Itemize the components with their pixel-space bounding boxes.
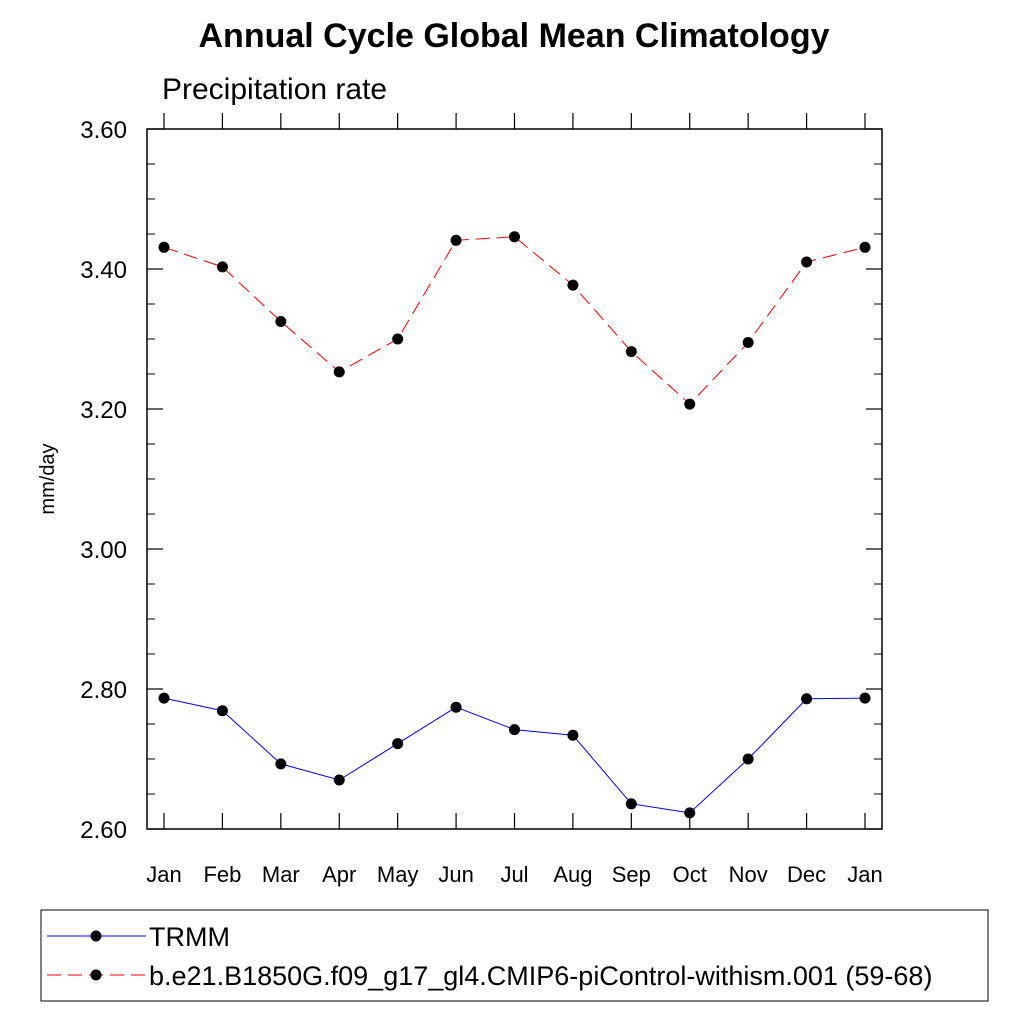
chart-subtitle: Precipitation rate [162, 73, 387, 106]
x-tick-label: Sep [612, 862, 651, 887]
x-tick-label: Aug [553, 862, 592, 887]
series-0-point [450, 701, 462, 713]
y-tick-label: 3.40 [80, 257, 127, 284]
x-tick-label: Feb [203, 862, 241, 887]
x-tick-label: Jul [500, 862, 528, 887]
y-axis-tick-labels: 2.60 2.80 3.00 3.20 3.40 3.60 [80, 117, 127, 844]
legend-item-model: b.e21.B1850G.f09_g17_gl4.CMIP6-piControl… [47, 961, 932, 991]
series-line-0 [163, 697, 866, 814]
series-0-point [625, 798, 637, 810]
series-1-point [450, 234, 462, 246]
series-0-point [509, 724, 520, 736]
y-tick-label: 3.00 [80, 537, 127, 564]
x-axis-ticks [163, 113, 866, 829]
legend-marker-model [90, 969, 102, 981]
legend-label-model: b.e21.B1850G.f09_g17_gl4.CMIP6-piControl… [149, 961, 932, 991]
series-1-point [158, 241, 170, 253]
x-tick-label: Jun [438, 862, 473, 887]
series-0-point [392, 738, 404, 750]
series-1-point [509, 231, 520, 243]
y-tick-label: 2.80 [80, 677, 127, 704]
series-1-point [216, 261, 228, 273]
x-tick-label: Mar [262, 862, 300, 887]
series-1-point [742, 337, 754, 348]
series-0-point [801, 693, 813, 705]
series-0-point [158, 692, 170, 704]
series-0-point [275, 758, 287, 770]
series-group [158, 231, 871, 819]
legend-item-trmm: TRMM [47, 922, 230, 952]
series-line-1 [163, 236, 866, 405]
y-tick-label: 3.20 [80, 397, 127, 424]
chart-title: Annual Cycle Global Mean Climatology [199, 17, 830, 55]
y-axis-ticks [147, 128, 882, 830]
series-1-point [392, 333, 404, 345]
series-1-point [625, 346, 637, 358]
series-1-point [567, 279, 579, 291]
x-tick-label: Jan [146, 862, 181, 887]
series-1-point [333, 366, 345, 378]
series-0-point [684, 807, 696, 819]
legend-label-trmm: TRMM [149, 922, 230, 952]
x-tick-label: Dec [787, 862, 826, 887]
x-tick-label: Jan [847, 862, 882, 887]
y-tick-label: 3.60 [80, 117, 127, 144]
x-tick-label: Nov [729, 862, 768, 887]
series-0-point [859, 692, 871, 704]
series-1-point [275, 316, 287, 327]
x-tick-label: Oct [673, 862, 707, 887]
x-tick-label: Apr [322, 862, 356, 887]
series-1-point [684, 398, 696, 410]
y-axis-label: mm/day [37, 443, 59, 514]
legend-marker-trmm [90, 930, 102, 942]
series-1-point [859, 241, 871, 253]
series-0-point [742, 753, 754, 765]
y-tick-label: 2.60 [80, 817, 127, 844]
series-0-point [216, 705, 228, 717]
legend-box [40, 909, 989, 1002]
series-1-point [801, 256, 813, 268]
series-0-point [567, 729, 579, 741]
series-0-point [333, 774, 345, 786]
x-tick-label: May [377, 862, 419, 887]
x-axis-tick-labels: Jan Feb Mar Apr May Jun Jul Aug Sep Oct Nov Dec Jan [146, 862, 882, 887]
